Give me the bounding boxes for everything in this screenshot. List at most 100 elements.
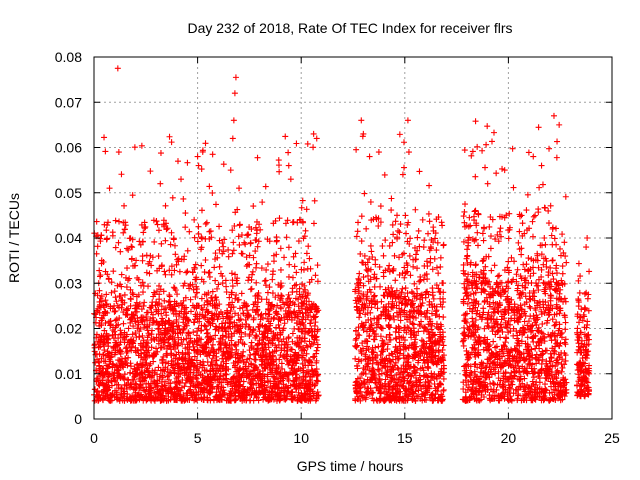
data-point (297, 380, 304, 387)
data-point (191, 234, 198, 241)
data-point (139, 253, 146, 260)
data-point (282, 220, 289, 227)
data-point (288, 365, 295, 372)
data-point (258, 265, 265, 272)
data-point (154, 380, 161, 387)
data-point (202, 323, 209, 330)
data-point (187, 296, 194, 303)
data-point (168, 271, 175, 278)
data-point (96, 287, 103, 294)
data-point (291, 263, 298, 270)
data-point (166, 292, 173, 299)
data-point (156, 296, 163, 303)
data-point (226, 320, 233, 327)
data-point (246, 261, 253, 268)
data-point (201, 302, 208, 309)
data-point (123, 284, 130, 291)
data-point (205, 339, 212, 346)
data-point (126, 275, 133, 282)
data-point (260, 336, 267, 343)
data-point (215, 281, 222, 288)
data-point (138, 306, 145, 313)
data-point (101, 347, 108, 354)
data-point (300, 266, 307, 273)
data-point (248, 276, 255, 283)
data-point (198, 207, 205, 214)
data-point (120, 229, 127, 236)
data-point (141, 299, 148, 306)
data-point (268, 315, 275, 322)
data-point (172, 311, 179, 318)
data-point (254, 243, 261, 250)
data-point (117, 392, 124, 399)
data-point (93, 331, 100, 338)
data-point (214, 254, 221, 261)
data-point (112, 317, 119, 324)
data-point (134, 325, 141, 332)
data-point (294, 334, 301, 341)
data-point (252, 248, 259, 255)
data-point (104, 222, 111, 229)
data-point (256, 389, 263, 396)
data-point (230, 247, 237, 254)
data-point (143, 313, 150, 320)
data-point (310, 144, 317, 151)
data-point (168, 229, 175, 236)
data-point (233, 292, 240, 299)
data-point (162, 305, 169, 312)
data-point (213, 389, 220, 396)
data-point (222, 277, 229, 284)
data-point (246, 323, 253, 330)
data-point (141, 394, 148, 401)
data-point (106, 384, 113, 391)
data-point (308, 332, 315, 339)
data-point (273, 310, 280, 317)
data-point (178, 336, 185, 343)
data-point (134, 367, 141, 374)
data-point (112, 217, 119, 224)
data-point (235, 233, 242, 240)
data-point (185, 357, 192, 364)
data-point (183, 269, 190, 276)
data-point (191, 319, 198, 326)
data-point (111, 393, 118, 400)
data-point (125, 354, 132, 361)
data-point (115, 381, 122, 388)
data-point (171, 267, 178, 274)
data-point (278, 389, 285, 396)
data-point (155, 338, 162, 345)
data-point (198, 166, 205, 173)
data-point (102, 320, 109, 327)
data-point (139, 384, 146, 391)
data-point (129, 290, 136, 297)
data-point (187, 335, 194, 342)
data-point (182, 320, 189, 327)
data-point (136, 385, 143, 392)
data-point (143, 343, 150, 350)
data-point (131, 144, 138, 151)
data-point (119, 301, 126, 308)
data-point (231, 341, 238, 348)
data-point (184, 268, 191, 275)
data-point (274, 302, 281, 309)
data-point (150, 335, 157, 342)
data-point (278, 385, 285, 392)
data-point (120, 320, 127, 327)
data-point (139, 279, 146, 286)
data-point (192, 276, 199, 283)
data-point (189, 269, 196, 276)
data-point (259, 334, 266, 341)
data-point (195, 223, 202, 230)
data-point (253, 279, 260, 286)
data-point (198, 234, 205, 241)
data-point (139, 289, 146, 296)
data-point (299, 310, 306, 317)
data-point (232, 363, 239, 370)
data-point (209, 361, 216, 368)
data-point (279, 365, 286, 372)
data-point (295, 391, 302, 398)
data-point (145, 330, 152, 337)
data-point (115, 321, 122, 328)
data-point (285, 244, 292, 251)
data-point (243, 359, 250, 366)
